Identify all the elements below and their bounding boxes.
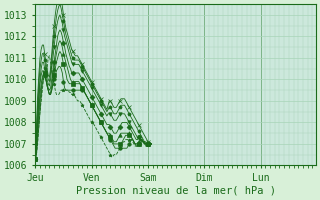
- X-axis label: Pression niveau de la mer( hPa ): Pression niveau de la mer( hPa ): [76, 186, 276, 196]
